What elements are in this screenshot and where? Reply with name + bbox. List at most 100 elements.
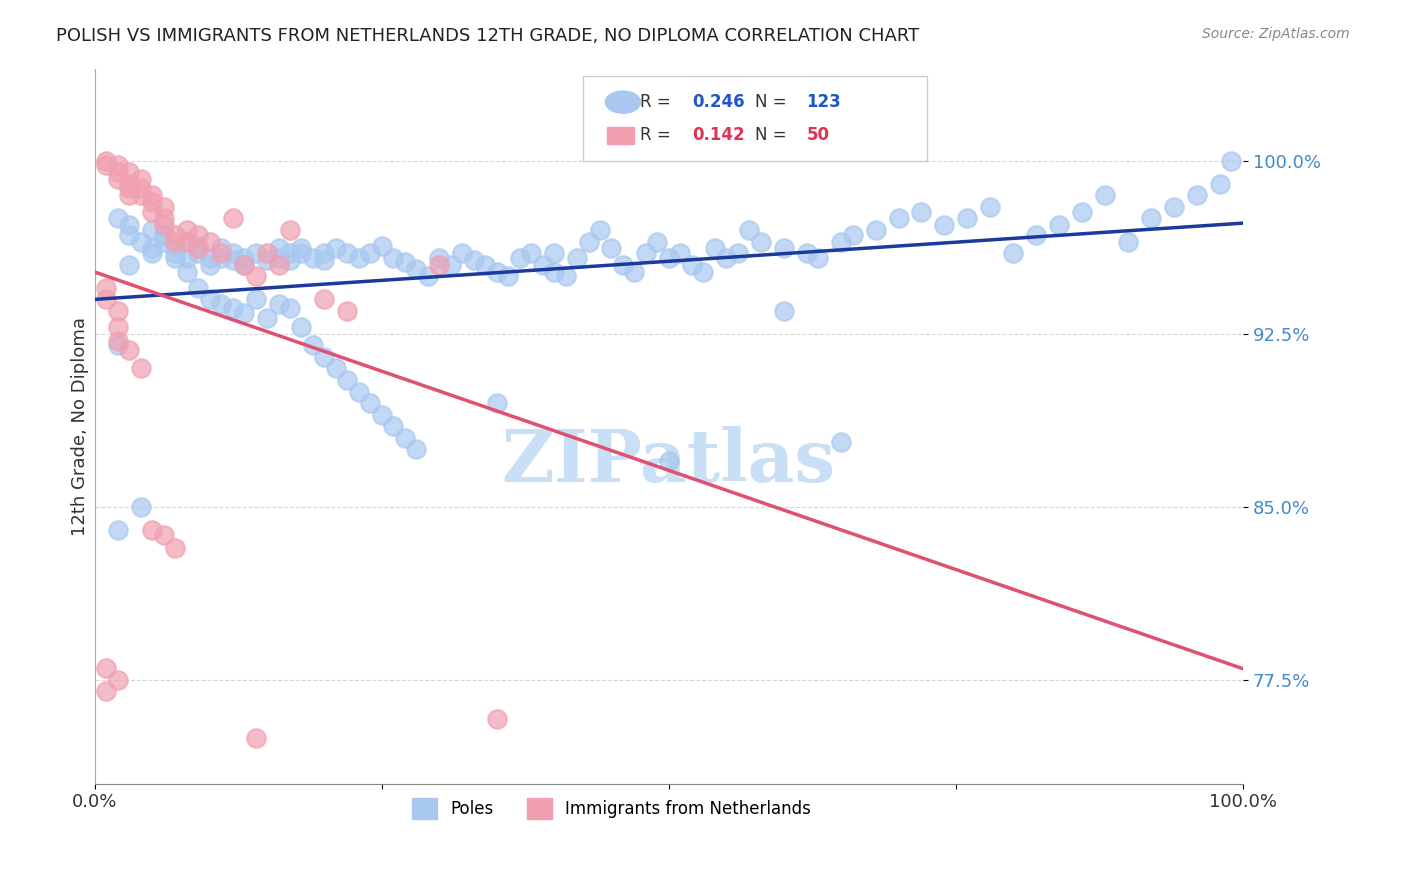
Point (634, 246, 657, 260)
Point (165, 235, 187, 249)
Point (290, 246, 312, 260)
Point (1209, 177, 1232, 191)
Point (796, 246, 818, 260)
Point (107, 165, 129, 179)
Point (463, 252, 485, 267)
Point (245, 292, 267, 306)
Point (107, 338, 129, 352)
Point (187, 242, 209, 256)
Point (440, 258, 463, 272)
Point (129, 500, 152, 514)
Point (267, 258, 290, 272)
Point (496, 269, 519, 284)
Point (165, 239, 187, 253)
Point (910, 204, 932, 219)
Point (152, 235, 174, 249)
Point (325, 242, 347, 256)
Point (394, 431, 416, 445)
Point (956, 211, 979, 226)
Point (198, 292, 221, 306)
Point (658, 454, 681, 468)
Point (427, 251, 450, 265)
Point (187, 281, 209, 295)
Point (107, 523, 129, 537)
Point (107, 320, 129, 334)
Point (830, 435, 852, 450)
Point (485, 264, 508, 278)
Point (1220, 153, 1243, 168)
Point (152, 227, 174, 242)
Point (152, 200, 174, 214)
Point (314, 252, 336, 267)
Point (209, 246, 232, 260)
Point (371, 408, 394, 422)
Point (233, 258, 256, 272)
Point (314, 292, 336, 306)
Point (405, 262, 427, 277)
Point (278, 301, 301, 316)
Point (118, 258, 141, 272)
Point (290, 320, 312, 334)
Point (107, 158, 129, 172)
Point (669, 246, 692, 260)
Point (1094, 188, 1116, 202)
Point (267, 251, 290, 265)
Point (612, 258, 634, 272)
Point (1140, 211, 1163, 226)
Point (1116, 235, 1139, 249)
Point (278, 246, 301, 260)
Point (359, 396, 381, 410)
Point (165, 251, 187, 265)
Point (221, 246, 243, 260)
Point (772, 242, 794, 256)
Point (451, 246, 474, 260)
Point (256, 252, 278, 267)
Point (314, 246, 336, 260)
Point (382, 251, 405, 265)
Point (141, 195, 163, 210)
Point (1071, 204, 1094, 219)
Point (152, 219, 174, 233)
Point (96, 153, 118, 168)
Text: R =: R = (640, 93, 676, 112)
Point (302, 251, 325, 265)
Point (394, 255, 416, 269)
Point (96, 292, 118, 306)
Point (427, 258, 450, 272)
Point (382, 419, 405, 434)
Point (531, 258, 554, 272)
Point (841, 227, 863, 242)
Point (107, 673, 129, 687)
Point (118, 165, 141, 179)
Point (107, 211, 129, 226)
Point (647, 235, 669, 249)
Point (107, 303, 129, 318)
Point (772, 303, 794, 318)
Point (176, 251, 198, 265)
Point (107, 334, 129, 348)
Point (807, 251, 830, 265)
Point (233, 251, 256, 265)
Point (198, 258, 221, 272)
Point (141, 204, 163, 219)
Point (371, 239, 394, 253)
Point (336, 246, 359, 260)
Point (107, 172, 129, 186)
Text: POLISH VS IMMIGRANTS FROM NETHERLANDS 12TH GRADE, NO DIPLOMA CORRELATION CHART: POLISH VS IMMIGRANTS FROM NETHERLANDS 12… (56, 27, 920, 45)
Point (256, 246, 278, 260)
Point (347, 384, 370, 399)
Point (474, 258, 496, 272)
Point (520, 246, 543, 260)
Point (141, 242, 163, 256)
Point (118, 188, 141, 202)
FancyBboxPatch shape (607, 128, 634, 145)
Point (209, 297, 232, 311)
Point (118, 219, 141, 233)
Point (681, 258, 703, 272)
Point (267, 242, 290, 256)
Point (96, 684, 118, 698)
Point (1025, 227, 1047, 242)
Point (1163, 200, 1185, 214)
Point (245, 269, 267, 284)
Point (141, 223, 163, 237)
